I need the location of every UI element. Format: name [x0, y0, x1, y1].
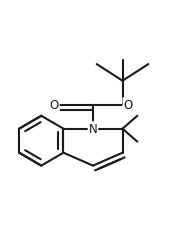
Text: O: O [50, 99, 59, 112]
Text: O: O [124, 99, 133, 112]
Text: N: N [89, 123, 97, 136]
